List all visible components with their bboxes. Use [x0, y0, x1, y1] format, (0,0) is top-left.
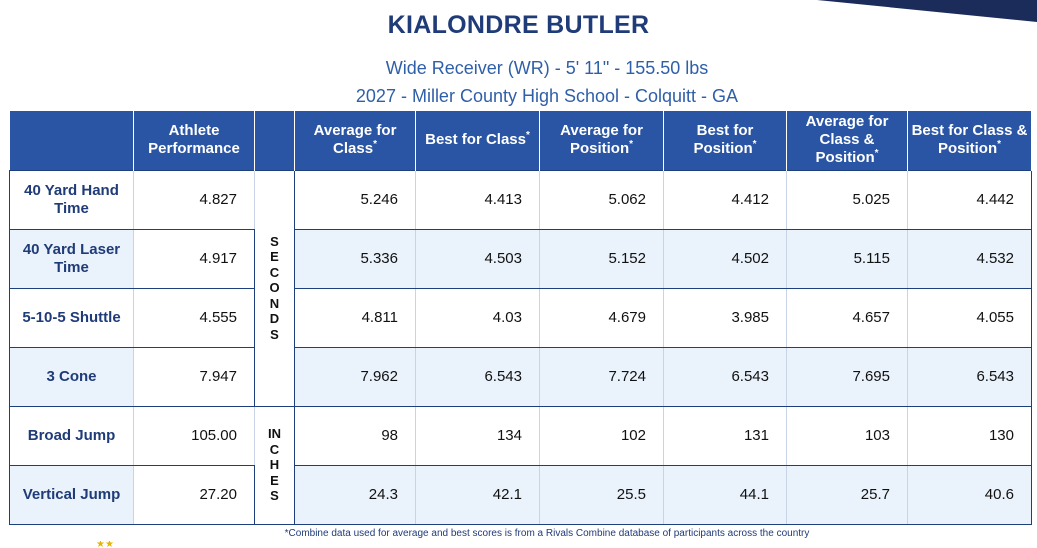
best-position-value: 3.985 — [663, 288, 787, 348]
athlete-name: KIALONDRE BUTLER — [387, 11, 650, 39]
athlete-position-size: Wide Receiver (WR) - 5' 11" - 155.50 lbs — [385, 58, 709, 78]
unit-seconds: SECONDS — [254, 169, 295, 407]
best-class-value: 4.413 — [415, 169, 540, 230]
avg-class-position-value: 5.115 — [786, 229, 908, 289]
row-label: Vertical Jump — [9, 465, 134, 525]
header-blank-cell — [9, 111, 134, 170]
athlete-school-line: 2027 - Miller County High School - Colqu… — [355, 86, 739, 106]
avg-position-value: 4.679 — [539, 288, 664, 348]
best-position-value: 4.412 — [663, 169, 787, 230]
footnote: *Combine data used for average and best … — [284, 528, 810, 539]
combine-results-table: Athlete Performance Average for Class* B… — [9, 111, 1032, 525]
unit-inches: INCHES — [254, 406, 295, 525]
avg-class-position-value: 103 — [786, 406, 908, 466]
avg-class-position-value: 7.695 — [786, 347, 908, 407]
header-best-for-position: Best for Position* — [663, 111, 787, 170]
best-class-position-value: 6.543 — [907, 347, 1032, 407]
table-row: Vertical Jump 27.20 24.3 42.1 25.5 44.1 … — [9, 465, 1032, 525]
table-row: 5-10-5 Shuttle 4.555 4.811 4.03 4.679 3.… — [9, 288, 1032, 348]
header-average-for-class-position: Average for Class & Position* — [786, 111, 908, 170]
row-label: 5-10-5 Shuttle — [9, 288, 134, 348]
asterisk-mark: * — [874, 148, 879, 160]
athlete-value: 7.947 — [133, 347, 255, 407]
partial-logo-icon: ★★ — [96, 541, 114, 548]
avg-class-value: 5.336 — [294, 229, 416, 289]
avg-class-value: 4.811 — [294, 288, 416, 348]
header-best-for-class-position: Best for Class & Position* — [907, 111, 1032, 170]
header-unit-cell — [254, 111, 295, 170]
best-class-position-value: 4.055 — [907, 288, 1032, 348]
best-class-position-value: 130 — [907, 406, 1032, 466]
avg-class-value: 24.3 — [294, 465, 416, 525]
best-class-value: 6.543 — [415, 347, 540, 407]
row-label: 40 Yard Laser Time — [9, 229, 134, 289]
avg-class-value: 98 — [294, 406, 416, 466]
asterisk-mark: * — [997, 139, 1002, 151]
avg-class-value: 7.962 — [294, 347, 416, 407]
avg-class-position-value: 25.7 — [786, 465, 908, 525]
best-position-value: 44.1 — [663, 465, 787, 525]
table-row: 40 Yard Hand Time 4.827 SECONDS 5.246 4.… — [9, 169, 1032, 407]
asterisk-mark: * — [752, 139, 757, 151]
best-class-value: 134 — [415, 406, 540, 466]
avg-class-value: 5.246 — [294, 169, 416, 230]
header-athlete-performance: Athlete Performance — [133, 111, 255, 170]
table-row: 3 Cone 7.947 7.962 6.543 7.724 6.543 7.6… — [9, 347, 1032, 407]
table-header-row: Athlete Performance Average for Class* B… — [9, 111, 1032, 170]
asterisk-mark: * — [373, 139, 377, 151]
header-best-for-class: Best for Class* — [415, 111, 540, 170]
avg-class-position-value: 4.657 — [786, 288, 908, 348]
athlete-value: 27.20 — [133, 465, 255, 525]
table-row: 40 Yard Laser Time 4.917 5.336 4.503 5.1… — [9, 229, 1032, 289]
best-class-value: 42.1 — [415, 465, 540, 525]
avg-position-value: 7.724 — [539, 347, 664, 407]
best-class-value: 4.03 — [415, 288, 540, 348]
best-class-position-value: 4.442 — [907, 169, 1032, 230]
avg-position-value: 5.062 — [539, 169, 664, 230]
row-label: 40 Yard Hand Time — [9, 169, 134, 230]
best-class-value: 4.503 — [415, 229, 540, 289]
avg-position-value: 25.5 — [539, 465, 664, 525]
header-average-for-position: Average for Position* — [539, 111, 664, 170]
avg-class-position-value: 5.025 — [786, 169, 908, 230]
row-label: 3 Cone — [9, 347, 134, 407]
athlete-value: 4.827 — [133, 169, 255, 230]
header-average-for-class: Average for Class* — [294, 111, 416, 170]
athlete-value: 4.555 — [133, 288, 255, 348]
best-class-position-value: 4.532 — [907, 229, 1032, 289]
avg-position-value: 5.152 — [539, 229, 664, 289]
best-position-value: 4.502 — [663, 229, 787, 289]
athlete-value: 4.917 — [133, 229, 255, 289]
avg-position-value: 102 — [539, 406, 664, 466]
athlete-value: 105.00 — [133, 406, 255, 466]
row-label: Broad Jump — [9, 406, 134, 466]
best-position-value: 6.543 — [663, 347, 787, 407]
best-class-position-value: 40.6 — [907, 465, 1032, 525]
best-position-value: 131 — [663, 406, 787, 466]
asterisk-mark: * — [629, 139, 634, 151]
asterisk-mark: * — [525, 130, 530, 142]
table-row: Broad Jump 105.00 INCHES 98 134 102 131 … — [9, 406, 1032, 525]
